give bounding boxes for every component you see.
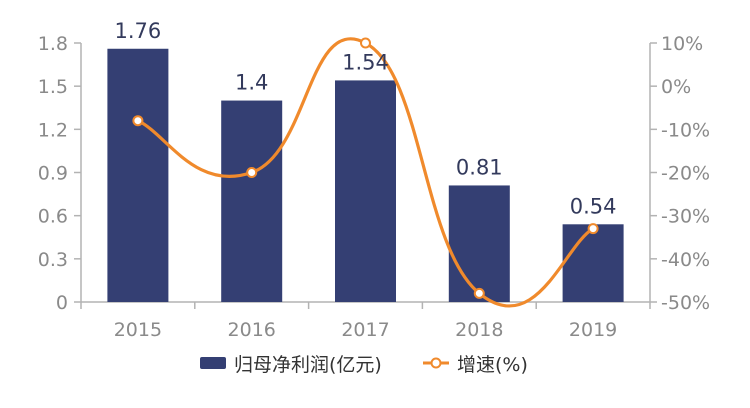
- y-right-tick-label: -20%: [661, 163, 710, 185]
- x-tick-label: 2018: [455, 319, 503, 341]
- line-point: [132, 115, 144, 127]
- bar: [448, 185, 510, 302]
- y-right-tick-label: 10%: [661, 33, 703, 55]
- legend-swatch-marker: [430, 357, 442, 369]
- bar: [221, 100, 283, 302]
- bar-series: [107, 48, 624, 303]
- legend-label-line: 增速(%): [457, 354, 528, 376]
- bar-value-label: 0.54: [570, 194, 617, 218]
- bar-value-label: 0.81: [456, 155, 503, 179]
- x-tick-label: 2016: [228, 319, 276, 341]
- bar-value-label: 1.4: [235, 71, 268, 95]
- bar: [107, 48, 169, 302]
- legend: 归母净利润(亿元) 增速(%): [200, 354, 528, 376]
- line-point: [360, 37, 371, 49]
- x-tick-label: 2015: [114, 319, 162, 341]
- y-right-tick-label: -50%: [661, 292, 710, 314]
- legend-label-bar: 归母净利润(亿元): [234, 354, 382, 376]
- legend-swatch-bar: [200, 357, 226, 369]
- y-left-tick-label: 0.9: [38, 163, 68, 185]
- y-left-tick-label: 0.6: [38, 206, 68, 228]
- y-left-tick-label: 1.8: [38, 33, 68, 55]
- axes: 0 0.3 0.6 0.9 1.2 1.5 1.8 -50% -40% -30% -20% -10% 0…: [38, 33, 710, 341]
- growth-line: [136, 37, 595, 308]
- line-point: [473, 287, 485, 299]
- x-tick-label: 2019: [569, 319, 617, 341]
- y-left-tick-label: 1.5: [38, 76, 68, 98]
- data-labels: 1.76 1.4 1.54 0.81 0.54: [115, 19, 617, 219]
- y-left-tick-label: 1.2: [38, 119, 68, 141]
- y-left-tick-label: 0: [56, 292, 68, 314]
- line-point: [587, 223, 599, 235]
- bar-value-label: 1.76: [115, 19, 162, 43]
- y-right-tick-label: -30%: [661, 206, 710, 228]
- x-tick-label: 2017: [341, 319, 389, 341]
- line-point: [246, 167, 258, 178]
- bar-value-label: 1.54: [342, 50, 389, 74]
- y-right-tick-label: -40%: [661, 249, 710, 271]
- bar: [335, 80, 396, 303]
- y-left-tick-label: 0.3: [38, 249, 68, 271]
- bar: [562, 224, 624, 302]
- y-right-tick-label: 0%: [661, 76, 691, 98]
- line-series: [132, 37, 599, 308]
- y-right-tick-label: -10%: [661, 119, 710, 141]
